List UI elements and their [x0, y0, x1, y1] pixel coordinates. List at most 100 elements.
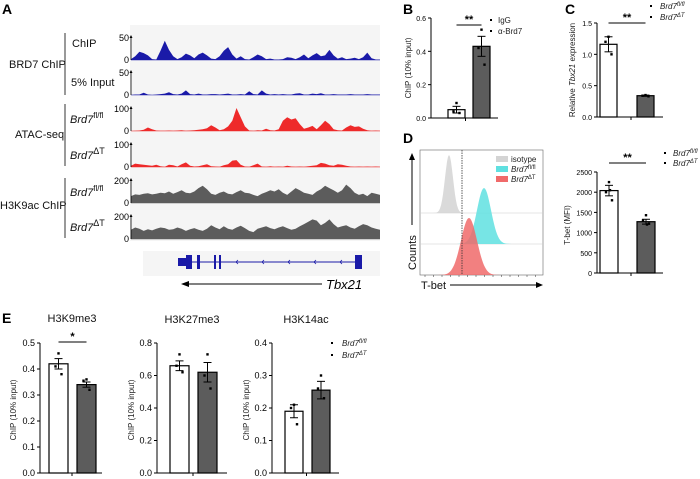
- track-ymax-label: 100: [114, 140, 129, 150]
- bar: [472, 45, 491, 119]
- axis-arrowhead-icon: [129, 106, 133, 109]
- legend-marker: [664, 162, 666, 164]
- data-point: [610, 199, 614, 202]
- brd7-fl-histogram: [420, 188, 543, 244]
- data-point: [292, 403, 296, 406]
- legend-swatch-fl: [496, 166, 508, 172]
- group-label-h3k9ac: H3K9ac ChIP: [0, 200, 67, 212]
- e-title-0: H3K9me3: [48, 313, 97, 325]
- bar: [636, 221, 656, 274]
- legend-dt: Brd7ΔT: [511, 175, 536, 184]
- data-point: [452, 110, 455, 113]
- track-ymax-label: 50: [119, 33, 129, 43]
- data-point: [480, 28, 483, 31]
- panel-c-ylabel: Relative Tbx21 expression: [568, 23, 577, 117]
- axis-arrowhead-icon: [129, 142, 133, 145]
- flow-xlabel: T-bet: [421, 280, 446, 292]
- track-label-atac-dt: Brd7ΔT: [70, 146, 105, 162]
- panel-label-c: C: [565, 1, 575, 17]
- data-point: [206, 353, 209, 356]
- data-point: [607, 35, 610, 38]
- track-label-h3k9ac-dt: Brd7ΔT: [70, 218, 105, 234]
- panel-b-ylabel: ChIP (10% input): [404, 37, 413, 98]
- y-tick-label: 0.1: [22, 442, 35, 452]
- brd7-dt-histogram: [420, 218, 543, 275]
- significance-label: *: [70, 331, 75, 343]
- mfi-ylabel: T-bet (MFI): [563, 205, 572, 245]
- y-tick-label: 0.0: [22, 468, 35, 478]
- track-ymin-label: 0: [124, 198, 129, 208]
- e-ylabel-0: ChIP (10% input): [9, 379, 18, 440]
- bar: [636, 95, 655, 118]
- data-point: [477, 46, 480, 50]
- axis-arrowhead-icon: [129, 35, 133, 38]
- genome-tracks: 50 0 50 0 100 0 100 0 200 0 200 0: [114, 33, 380, 244]
- data-point: [608, 188, 612, 192]
- legend-swatch-dt: [496, 176, 508, 182]
- data-point: [644, 214, 648, 217]
- data-point: [644, 93, 647, 97]
- y-tick-label: 2000: [576, 190, 592, 197]
- legend-fl: Brd7fl/fl: [511, 165, 536, 174]
- track-ymin-label: 0: [124, 55, 129, 65]
- legend-swatch-isotype: [496, 156, 508, 162]
- data-point: [455, 101, 458, 105]
- y-tick-label: 0.0: [139, 468, 152, 478]
- legend-fl: Brd7fl/fl: [673, 149, 698, 158]
- panel-d-mfi-chart: 0 500 1000 1500 2000 2500 **: [576, 152, 663, 278]
- exon: [355, 255, 362, 269]
- track-ymax-label: 200: [114, 212, 129, 222]
- data-point: [604, 40, 607, 43]
- y-tick-label: 0.2: [254, 403, 267, 413]
- bar: [311, 389, 331, 474]
- group-label-brd7: BRD7 ChIP: [9, 59, 66, 71]
- panel-c-chart: 0.0 0.5 1.0 1.5 **: [582, 12, 663, 122]
- data-point: [82, 379, 85, 382]
- flow-ylabel: Counts: [407, 235, 419, 270]
- y-tick-label: 0.4: [416, 49, 426, 56]
- bar: [76, 384, 97, 474]
- track-ymin-label: 0: [124, 90, 129, 100]
- track-background: [130, 25, 380, 241]
- track-label-chip: ChIP: [72, 38, 96, 50]
- y-tick-label: 0.5: [582, 84, 592, 91]
- legend-marker: [650, 16, 652, 18]
- panel-b-chart: 0.0 0.2 0.4 0.6 **: [416, 14, 498, 123]
- legend-marker: [490, 30, 492, 32]
- flow-legend: isotype Brd7fl/fl Brd7ΔT: [496, 155, 537, 184]
- bar: [599, 43, 618, 118]
- y-tick-label: 500: [580, 251, 592, 258]
- bar: [599, 189, 619, 274]
- y-tick-label: 0.3: [22, 390, 35, 400]
- y-tick-label: 1.5: [582, 21, 592, 28]
- data-point: [60, 373, 63, 376]
- y-tick-label: 0.4: [22, 364, 35, 374]
- legend-brd7: α-Brd7: [498, 27, 523, 36]
- track-ymax-label: 50: [119, 68, 129, 78]
- track-label-h3k9ac-fl: Brd7fl/fl: [70, 184, 104, 199]
- panel-label-d: D: [403, 130, 413, 146]
- panel-label-b: B: [403, 1, 413, 17]
- axis-arrowhead-icon: [129, 70, 133, 73]
- arrowhead-icon: [409, 153, 415, 160]
- panel-label-a: A: [2, 1, 12, 17]
- data-point: [647, 95, 650, 98]
- data-point: [647, 222, 651, 225]
- y-tick-label: 0.8: [139, 338, 152, 348]
- track-ymin-label: 0: [124, 162, 129, 172]
- e-title-2: H3K14ac: [283, 314, 329, 326]
- legend-dt: Brd7ΔT: [660, 13, 686, 22]
- significance-label: **: [465, 14, 474, 26]
- data-point: [181, 371, 184, 374]
- panel-e-chart-h3k27me3: 0.0 0.2 0.4 0.6 0.8: [139, 338, 227, 478]
- legend-isotype: isotype: [511, 155, 537, 164]
- bar: [169, 365, 190, 474]
- data-point: [203, 374, 206, 377]
- track-signal: [131, 184, 380, 203]
- data-point: [295, 423, 299, 426]
- gene-name: Tbx21: [326, 277, 362, 292]
- strand-arrows: [235, 259, 343, 265]
- significance-label: **: [623, 12, 632, 24]
- gene-model: Tbx21: [143, 251, 380, 292]
- panel-e-chart-h3k14ac: 0.0 0.1 0.2 0.3 0.4: [254, 338, 339, 478]
